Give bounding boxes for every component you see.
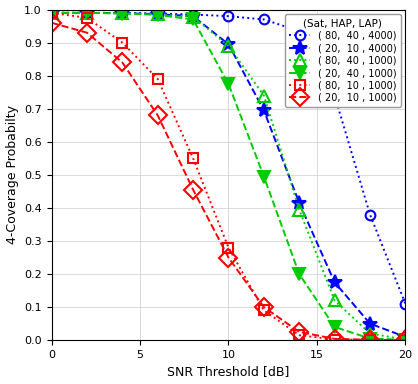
( 20,  40 , 1000) [49, 10, 54, 15]
( 20,  10 , 1000) [367, 338, 372, 342]
( 80,  40 , 1000) [367, 331, 372, 336]
( 20,  10 , 1000) [155, 113, 160, 118]
( 80,  10 , 1000) [191, 156, 196, 161]
( 80,  10 , 1000) [403, 338, 408, 342]
( 80,  10 , 1000) [367, 338, 372, 342]
( 20,  10 , 4000) [49, 10, 54, 15]
( 20,  10 , 4000) [226, 42, 231, 46]
( 80,  40 , 1000) [155, 12, 160, 17]
( 80,  10 , 1000) [297, 333, 302, 338]
( 20,  40 , 1000) [261, 174, 266, 179]
( 80,  40 , 4000) [191, 12, 196, 17]
( 80,  40 , 1000) [49, 10, 54, 15]
( 20,  40 , 1000) [155, 13, 160, 17]
( 20,  10 , 4000) [84, 10, 89, 15]
( 80,  40 , 1000) [226, 44, 231, 48]
( 80,  40 , 1000) [297, 207, 302, 212]
( 20,  40 , 1000) [403, 338, 408, 342]
( 80,  40 , 4000) [332, 93, 337, 98]
( 80,  40 , 1000) [191, 15, 196, 19]
( 20,  40 , 1000) [297, 272, 302, 276]
Legend: ( 80,  40 , 4000), ( 20,  10 , 4000), ( 80,  40 , 1000), ( 20,  40 , 1000), ( 80: ( 80, 40 , 4000), ( 20, 10 , 4000), ( 80… [285, 15, 400, 107]
( 20,  10 , 1000) [191, 187, 196, 192]
( 20,  10 , 4000) [332, 280, 337, 285]
( 20,  10 , 4000) [367, 321, 372, 326]
( 80,  40 , 4000) [155, 11, 160, 16]
( 20,  40 , 1000) [84, 10, 89, 15]
Line: ( 20,  10 , 4000): ( 20, 10 , 4000) [45, 6, 412, 344]
( 80,  40 , 1000) [120, 11, 125, 15]
( 80,  40 , 1000) [332, 298, 337, 303]
( 20,  40 , 1000) [332, 324, 337, 329]
( 20,  10 , 1000) [403, 338, 408, 343]
( 80,  40 , 4000) [297, 29, 302, 33]
( 80,  10 , 1000) [226, 245, 231, 250]
( 20,  40 , 1000) [367, 336, 372, 341]
( 20,  10 , 1000) [49, 20, 54, 25]
( 20,  10 , 1000) [261, 305, 266, 310]
( 80,  40 , 1000) [403, 337, 408, 342]
( 80,  10 , 1000) [49, 10, 54, 15]
( 20,  10 , 4000) [261, 108, 266, 113]
( 80,  40 , 4000) [120, 10, 125, 15]
( 20,  10 , 4000) [155, 12, 160, 17]
( 80,  40 , 4000) [367, 212, 372, 217]
X-axis label: SNR Threshold [dB]: SNR Threshold [dB] [167, 366, 290, 379]
( 20,  40 , 1000) [226, 82, 231, 86]
( 80,  10 , 1000) [332, 337, 337, 342]
( 80,  10 , 1000) [155, 77, 160, 81]
( 20,  10 , 1000) [332, 336, 337, 341]
( 20,  10 , 4000) [120, 11, 125, 15]
( 20,  10 , 4000) [297, 201, 302, 205]
( 20,  10 , 4000) [403, 334, 408, 339]
( 80,  40 , 1000) [84, 10, 89, 15]
( 80,  10 , 1000) [120, 40, 125, 45]
( 80,  10 , 1000) [261, 308, 266, 313]
( 80,  40 , 1000) [261, 93, 266, 98]
Line: ( 80,  40 , 4000): ( 80, 40 , 4000) [47, 8, 410, 309]
( 80,  10 , 1000) [84, 15, 89, 20]
Line: ( 80,  10 , 1000): ( 80, 10 , 1000) [47, 8, 410, 345]
( 80,  40 , 4000) [49, 10, 54, 15]
Line: ( 80,  40 , 1000): ( 80, 40 , 1000) [46, 7, 411, 345]
( 20,  10 , 4000) [191, 14, 196, 18]
( 80,  40 , 4000) [226, 14, 231, 18]
( 20,  10 , 1000) [297, 329, 302, 334]
( 80,  40 , 4000) [261, 17, 266, 22]
Y-axis label: 4-Coverage Probabilty: 4-Coverage Probabilty [5, 105, 18, 244]
( 20,  40 , 1000) [120, 11, 125, 16]
( 20,  10 , 1000) [226, 255, 231, 260]
( 80,  40 , 4000) [84, 10, 89, 15]
Line: ( 20,  10 , 1000): ( 20, 10 , 1000) [45, 17, 412, 346]
( 20,  10 , 1000) [84, 30, 89, 35]
( 80,  40 , 4000) [403, 301, 408, 306]
Line: ( 20,  40 , 1000): ( 20, 40 , 1000) [45, 7, 412, 346]
( 20,  10 , 1000) [120, 60, 125, 65]
( 20,  40 , 1000) [191, 17, 196, 22]
